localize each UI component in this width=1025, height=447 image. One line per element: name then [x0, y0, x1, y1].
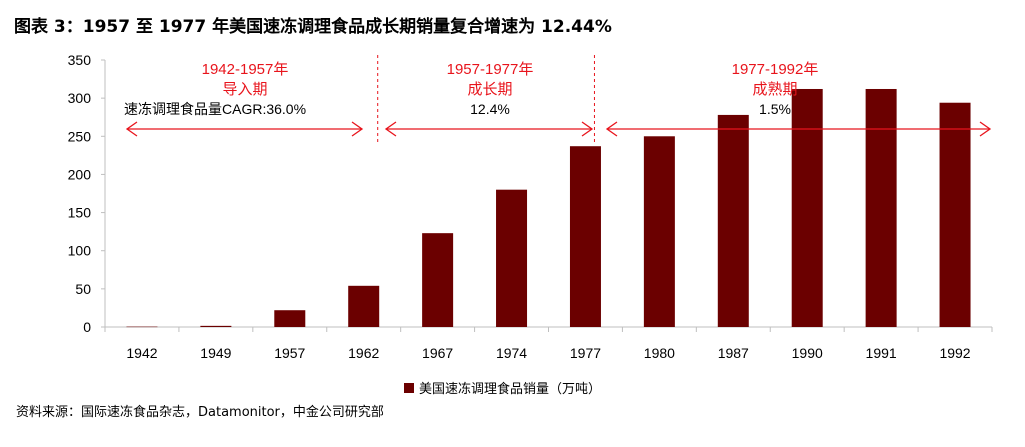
arrow-head-left — [384, 121, 397, 137]
arrow-head-left — [605, 121, 618, 137]
source-note: 资料来源：国际速冻食品杂志，Datamonitor，中金公司研究部 — [16, 405, 384, 420]
arrow-head-right — [979, 121, 992, 137]
x-tick-label: 1974 — [496, 345, 527, 361]
y-ticks: 0 50 100 150 200 250 300 350 — [68, 52, 105, 335]
x-tick-label: 1949 — [200, 345, 231, 361]
legend: 美国速冻调理食品销量（万吨） — [404, 378, 601, 397]
arrow-head-left — [125, 121, 138, 137]
axes — [104, 60, 993, 332]
bar-1987 — [717, 114, 749, 327]
phase-name-label: 导入期 — [222, 81, 267, 98]
bar-1949 — [200, 325, 232, 327]
phase-period-label: 1977-1992年 — [732, 61, 819, 78]
phase-period-label: 1942-1957年 — [202, 61, 289, 78]
phase-arrow — [605, 121, 992, 137]
x-tick-label: 1962 — [348, 345, 379, 361]
y-tick-label: 300 — [68, 90, 92, 106]
x-tick-label: 1991 — [866, 345, 897, 361]
phase-name-label: 成长期 — [467, 81, 512, 98]
bar-1980 — [643, 136, 675, 327]
phase-cagr-label: 速冻调理食品量CAGR:36.0% — [124, 101, 306, 117]
bar-1974 — [496, 189, 528, 327]
y-tick-label: 50 — [75, 281, 91, 297]
y-tick-label: 100 — [68, 243, 92, 259]
bar-1967 — [422, 233, 454, 327]
phase-arrow — [125, 121, 364, 137]
phase-period-label: 1957-1977年 — [447, 61, 534, 78]
phase-name-label: 成熟期 — [752, 81, 797, 98]
bars — [126, 88, 971, 328]
chart-title: 图表 3：1957 至 1977 年美国速冻调理食品成长期销量复合增速为 12.… — [14, 17, 612, 37]
y-tick-label: 0 — [83, 319, 91, 335]
phase-cagr-label: 1.5% — [759, 101, 791, 117]
x-tick-label: 1942 — [126, 345, 157, 361]
x-tick-label: 1987 — [718, 345, 749, 361]
bar-1957 — [274, 310, 306, 327]
x-tick-label: 1967 — [422, 345, 453, 361]
arrow-head-right — [581, 121, 594, 137]
x-tick-label: 1990 — [792, 345, 823, 361]
bar-1977 — [569, 146, 601, 327]
bar-1942 — [126, 326, 158, 328]
x-tick-label: 1980 — [644, 345, 675, 361]
x-tick-label: 1957 — [274, 345, 305, 361]
bar-1992 — [939, 102, 971, 327]
y-tick-label: 350 — [68, 52, 92, 68]
y-tick-label: 200 — [68, 166, 92, 182]
arrow-head-right — [351, 121, 364, 137]
x-tick-label: 1977 — [570, 345, 601, 361]
phase-cagr-label: 12.4% — [470, 101, 510, 117]
y-tick-label: 250 — [68, 128, 92, 144]
bar-1991 — [865, 88, 897, 327]
phase-arrow — [384, 121, 594, 137]
x-tick-label: 1992 — [939, 345, 970, 361]
bar-1962 — [348, 285, 380, 327]
x-tick-labels: 1942 1949 1957 1962 1967 1974 1977 1980 1987 1990… — [126, 345, 970, 361]
legend-label: 美国速冻调理食品销量（万吨） — [419, 382, 602, 397]
y-tick-label: 150 — [68, 205, 92, 221]
legend-swatch — [404, 382, 414, 393]
bar-1990 — [791, 88, 823, 327]
